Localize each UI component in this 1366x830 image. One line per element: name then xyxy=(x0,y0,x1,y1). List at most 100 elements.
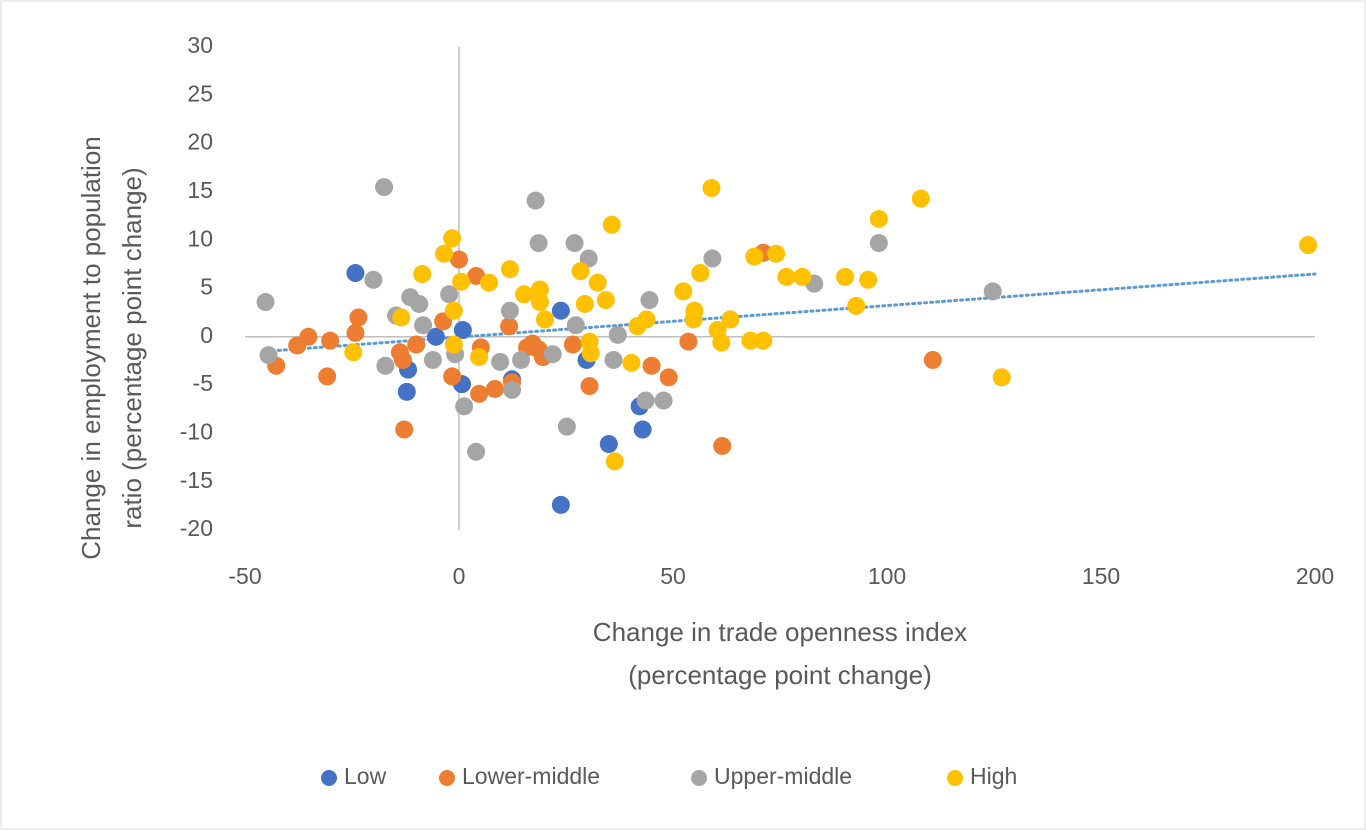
point xyxy=(777,267,796,286)
point xyxy=(543,345,562,364)
point xyxy=(691,264,710,283)
point xyxy=(410,294,429,313)
point xyxy=(551,301,570,320)
point xyxy=(515,285,534,304)
point xyxy=(479,273,498,292)
point xyxy=(551,495,570,514)
x-axis-title: (percentage point change) xyxy=(628,660,932,690)
point xyxy=(636,391,655,410)
x-tick-label: -50 xyxy=(228,563,261,589)
point xyxy=(793,267,812,286)
point xyxy=(500,301,519,320)
point xyxy=(575,294,594,313)
point xyxy=(684,310,703,329)
point xyxy=(450,250,468,269)
point xyxy=(745,247,764,266)
legend-marker xyxy=(947,770,963,786)
point xyxy=(395,420,414,439)
point xyxy=(571,262,590,281)
y-tick-label: 25 xyxy=(187,80,213,106)
point xyxy=(659,368,678,387)
point xyxy=(911,189,930,208)
x-tick-label: 150 xyxy=(1082,563,1120,589)
point xyxy=(674,282,693,301)
point xyxy=(443,367,462,386)
point xyxy=(259,346,278,365)
y-tick-label: -15 xyxy=(180,467,213,493)
point xyxy=(923,350,942,369)
point xyxy=(703,249,722,268)
point xyxy=(637,310,656,329)
point xyxy=(346,264,365,283)
point xyxy=(393,350,412,369)
point xyxy=(836,267,855,286)
point xyxy=(443,229,462,248)
point xyxy=(992,368,1011,387)
point xyxy=(503,380,522,399)
x-tick-label: 50 xyxy=(660,563,686,589)
x-tick-label: 200 xyxy=(1296,563,1334,589)
point xyxy=(455,397,474,416)
point xyxy=(453,321,472,340)
y-axis-title: ratio (percentage point change) xyxy=(117,167,147,528)
point xyxy=(256,293,275,312)
y-tick-label: 10 xyxy=(187,225,213,251)
point xyxy=(566,316,585,335)
point xyxy=(622,353,641,372)
point xyxy=(859,270,878,289)
point xyxy=(346,323,365,342)
point xyxy=(1299,236,1318,255)
point xyxy=(581,344,600,363)
point xyxy=(512,350,531,369)
point xyxy=(435,244,454,263)
y-tick-label: 15 xyxy=(187,177,213,203)
y-tick-label: -10 xyxy=(180,418,213,444)
point xyxy=(440,285,459,304)
point xyxy=(392,308,411,327)
point xyxy=(444,301,463,320)
point xyxy=(349,308,368,327)
point xyxy=(407,335,426,354)
point xyxy=(679,332,698,351)
point xyxy=(640,291,659,310)
y-tick-label: -5 xyxy=(193,370,213,396)
point xyxy=(426,327,445,346)
point xyxy=(470,348,489,367)
legend-label: High xyxy=(970,763,1017,789)
point xyxy=(565,234,584,253)
point xyxy=(491,352,510,371)
point xyxy=(530,293,549,312)
point xyxy=(414,316,433,335)
point xyxy=(563,335,582,354)
point xyxy=(754,331,773,350)
point xyxy=(530,280,549,299)
point xyxy=(344,343,363,362)
point xyxy=(299,327,318,346)
point xyxy=(721,310,740,329)
point xyxy=(376,356,395,375)
point xyxy=(604,350,623,369)
legend-marker xyxy=(691,770,707,786)
point xyxy=(983,282,1002,301)
y-tick-label: 5 xyxy=(200,274,213,300)
point xyxy=(869,209,888,228)
point xyxy=(642,356,661,375)
point xyxy=(318,367,337,386)
point xyxy=(485,379,504,398)
point xyxy=(869,234,888,253)
legend-marker xyxy=(321,770,337,786)
y-axis-title: Change in employment to population xyxy=(76,136,106,560)
point xyxy=(375,178,394,197)
point xyxy=(557,417,576,436)
legend-marker xyxy=(439,770,455,786)
point xyxy=(847,296,866,315)
point xyxy=(500,260,519,279)
point xyxy=(702,179,721,198)
x-axis-title: Change in trade openness index xyxy=(593,617,967,647)
point xyxy=(321,331,340,350)
point xyxy=(633,420,652,439)
point xyxy=(452,272,471,291)
point xyxy=(413,265,432,284)
